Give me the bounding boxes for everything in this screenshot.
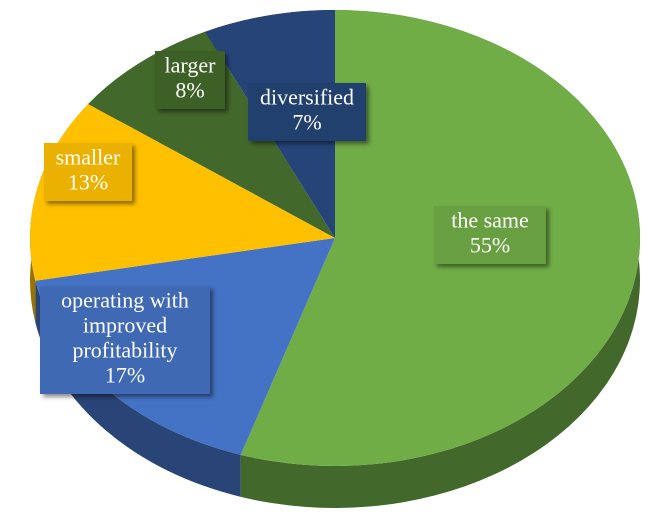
category-line: operating with (61, 288, 189, 313)
category-line: improved (83, 313, 167, 338)
label-box (40, 286, 210, 394)
label-box (44, 143, 132, 201)
category-label: the same (451, 208, 529, 233)
category-line: the same (451, 208, 529, 233)
category-line: smaller (56, 145, 121, 170)
value-label: 55% (470, 233, 510, 258)
category-line: larger (165, 53, 217, 78)
label-box (155, 51, 225, 109)
category-line: diversified (260, 85, 354, 110)
category-label: larger (165, 53, 217, 78)
category-label: diversified (260, 85, 354, 110)
category-label: operating with improved profitability (61, 288, 189, 363)
slice (88, 31, 335, 238)
value-label: 8% (175, 78, 204, 103)
value-label: 13% (68, 170, 108, 195)
category-label: smaller (56, 145, 121, 170)
value-label: 17% (105, 363, 145, 388)
label-box (434, 206, 546, 264)
slice-side (35, 280, 241, 497)
label-box (248, 83, 366, 141)
value-label: 7% (292, 110, 321, 135)
category-line: profitability (72, 338, 177, 363)
